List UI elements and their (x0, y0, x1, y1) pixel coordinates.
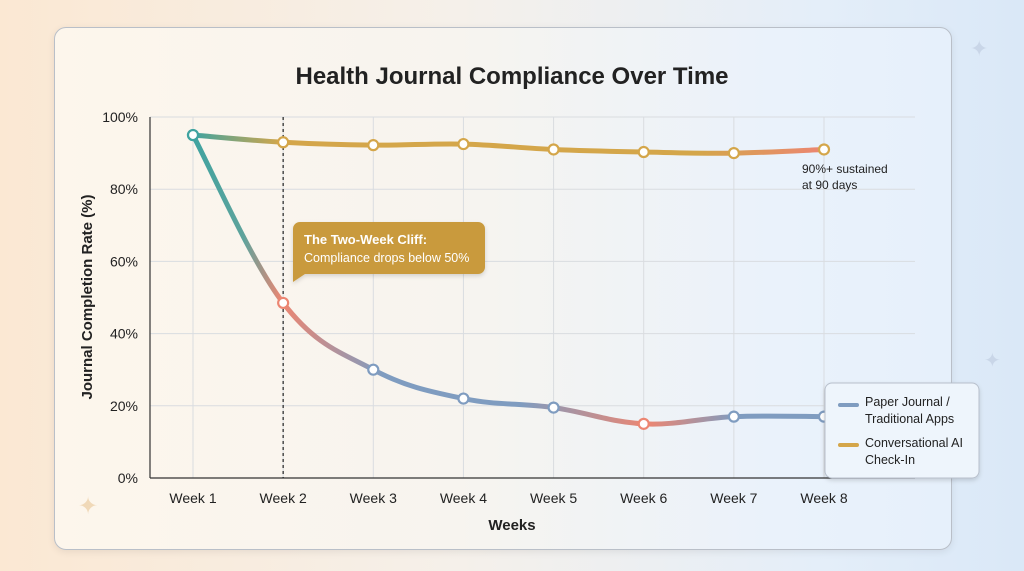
x-tick-label: Week 5 (530, 490, 577, 506)
y-tick-label: 40% (110, 326, 138, 342)
data-point-ai (637, 145, 650, 159)
sustained-annotation-line1: 90%+ sustained (802, 162, 888, 176)
series-line-ai (190, 132, 827, 156)
legend-label-ai-1: Conversational AI (865, 436, 963, 450)
x-tick-label: Week 6 (620, 490, 667, 506)
y-tick-label: 0% (118, 470, 138, 486)
legend: Paper Journal / Traditional Apps Convers… (824, 382, 980, 479)
x-tick-label: Week 8 (800, 490, 847, 506)
cliff-callout-text: Compliance drops below 50% (304, 251, 469, 265)
chart-title: Health Journal Compliance Over Time (295, 63, 728, 90)
data-point-ai (186, 128, 200, 142)
data-point-ai (277, 136, 290, 149)
data-point-paper (637, 417, 650, 430)
legend-label-paper-2: Traditional Apps (865, 412, 954, 426)
sparkle-icon: ✦ (970, 36, 989, 61)
cliff-callout (293, 222, 485, 282)
x-tick-label: Week 4 (440, 490, 487, 506)
y-tick-label: 20% (110, 398, 138, 414)
x-tick-label: Week 7 (710, 490, 757, 506)
data-point-paper (727, 410, 740, 423)
data-point-paper (277, 296, 290, 310)
y-tick-label: 100% (102, 109, 138, 125)
y-axis-label: Journal Completion Rate (%) (79, 194, 96, 399)
x-tick-label: Week 2 (260, 490, 307, 506)
data-point-ai (457, 137, 470, 151)
y-tick-label: 60% (110, 253, 138, 269)
sparkle-icon: ✦ (984, 350, 1001, 372)
x-tick-label: Week 1 (169, 490, 216, 506)
data-point-ai (727, 147, 740, 160)
data-point-ai (367, 139, 380, 152)
data-point-paper (547, 401, 560, 414)
data-point-paper (367, 363, 380, 376)
legend-label-paper-1: Paper Journal / (865, 395, 950, 409)
chart-card (54, 27, 952, 550)
data-point-ai (817, 143, 831, 156)
data-point-paper (457, 392, 470, 405)
sparkle-icon: ✦ (78, 493, 99, 520)
cliff-callout-title: The Two-Week Cliff: (304, 232, 427, 247)
x-axis-label: Weeks (488, 517, 535, 534)
series-line-paper (190, 132, 827, 427)
data-point-ai (547, 143, 560, 156)
y-tick-label: 80% (110, 181, 138, 197)
x-tick-label: Week 3 (350, 490, 397, 506)
sustained-annotation-line2: at 90 days (802, 178, 857, 192)
legend-label-ai-2: Check-In (865, 453, 915, 467)
